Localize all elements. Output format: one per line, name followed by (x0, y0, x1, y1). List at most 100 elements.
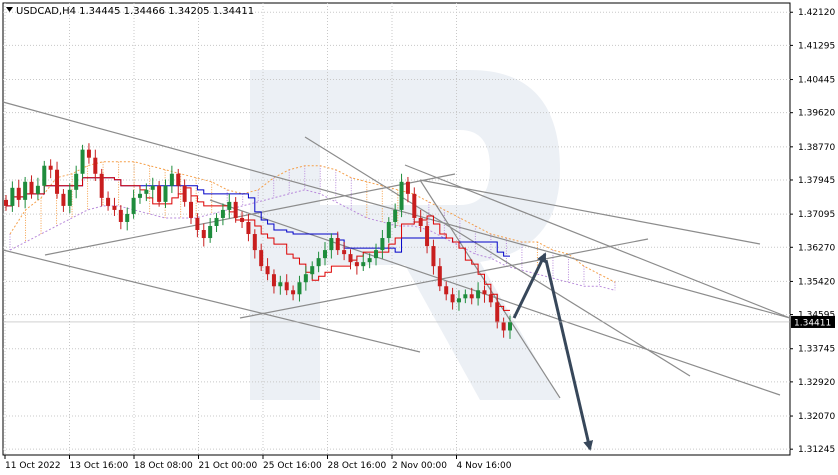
x-tick-label: 28 Oct 16:00 (328, 461, 387, 471)
candle-body (246, 221, 251, 235)
candle-body (310, 266, 315, 275)
candle-body (131, 197, 136, 214)
y-tick-label: 1.36270 (798, 243, 835, 253)
trend-line (239, 238, 649, 319)
y-tick-label: 1.31245 (798, 445, 835, 455)
candle-body (163, 185, 168, 202)
candle-body (74, 173, 79, 190)
candle-body (112, 205, 117, 210)
x-tick-label: 21 Oct 00:00 (199, 461, 258, 471)
candle-body (265, 266, 270, 275)
candles (4, 143, 512, 339)
candle-body (48, 165, 53, 170)
trend-line (2, 249, 421, 353)
x-tick-label: 25 Oct 16:00 (263, 461, 322, 471)
candle-body (29, 181, 34, 194)
y-axis: 1.42120 1.41295 1.40445 1.39620 1.38770 1.379… (790, 8, 835, 455)
candle-body (482, 290, 487, 295)
senkou-span-b (9, 189, 616, 291)
trend-line (304, 136, 691, 377)
x-tick-label: 18 Oct 08:00 (134, 461, 193, 471)
candle-body (182, 185, 187, 202)
candle-body (405, 181, 410, 194)
candle-body (335, 238, 340, 251)
candle-body (150, 185, 155, 190)
candle-body (220, 209, 225, 218)
y-tick-label: 1.33745 (798, 345, 835, 355)
candle-body (157, 185, 162, 202)
x-axis: 11 Oct 2022 13 Oct 16:00 18 Oct 08:00 21 Oc… (4, 455, 512, 471)
candle-body (86, 149, 91, 158)
candle-body (61, 193, 66, 206)
candle-body (437, 266, 442, 287)
candle-body (469, 294, 474, 299)
y-tick-label: 1.32920 (798, 378, 835, 388)
watermark-r-shape (250, 70, 560, 400)
y-tick-label: 1.37095 (798, 210, 835, 220)
candle-body (418, 217, 423, 226)
candle-body (322, 250, 327, 259)
candle-body (386, 221, 391, 239)
candle-body (259, 250, 264, 267)
trend-line (419, 179, 761, 245)
candle-body (342, 250, 347, 255)
candle-body (176, 173, 181, 186)
candle-body (278, 282, 283, 287)
candle-body (380, 238, 385, 251)
tenkan-sen-line (6, 177, 510, 311)
candle-body (508, 322, 512, 331)
candle-body (137, 193, 142, 198)
candle-body (374, 250, 379, 259)
candle-body (425, 225, 430, 247)
candle-body (501, 322, 506, 331)
trend-line (404, 164, 791, 319)
candle-body (431, 246, 436, 267)
candle-body (297, 282, 302, 295)
y-tick-label: 1.38770 (798, 143, 835, 153)
current-price-label: 1.34411 (794, 318, 831, 328)
candle-body (195, 217, 200, 231)
candle-body (252, 234, 257, 251)
candle-body (80, 149, 85, 174)
candle-body (214, 217, 219, 226)
chart-title: USDCAD,H4 1.34445 1.34466 1.34205 1.3441… (16, 6, 254, 17)
candle-body (23, 181, 28, 200)
candle-body (189, 201, 194, 218)
candle-body (476, 290, 481, 299)
candle-body (106, 197, 111, 206)
candle-body (35, 185, 40, 194)
candle-body (495, 302, 500, 323)
candle-body (463, 294, 468, 299)
grid (3, 3, 790, 455)
candle-body (227, 201, 232, 210)
y-tick-label: 1.32070 (798, 412, 835, 422)
candle-body (399, 181, 404, 210)
x-tick-label: 2 Nov 00:00 (392, 461, 447, 471)
candle-body (93, 157, 98, 174)
candle-body (125, 213, 130, 222)
y-tick-label: 1.42120 (798, 8, 835, 18)
candle-body (348, 254, 353, 263)
candle-body (303, 274, 308, 283)
candle-body (329, 238, 334, 251)
y-tick-label: 1.40445 (798, 76, 835, 86)
candle-body (393, 209, 398, 222)
candle-body (456, 298, 461, 303)
candle-body (42, 165, 47, 186)
candle-body (444, 286, 449, 295)
candle-body (284, 282, 289, 291)
candle-body (367, 258, 372, 263)
senkou-span-a (9, 161, 616, 283)
forecast-arrow-down (544, 259, 594, 451)
ichimoku-cloud (9, 161, 616, 291)
candle-body (488, 294, 493, 303)
candle-body (4, 199, 8, 206)
candle-body (271, 274, 276, 287)
candle-body (412, 193, 417, 218)
y-tick-label: 1.35420 (798, 277, 835, 287)
y-tick-label: 1.37945 (798, 176, 835, 186)
candle-body (67, 189, 72, 206)
candle-body (208, 225, 213, 239)
candle-body (55, 169, 60, 194)
